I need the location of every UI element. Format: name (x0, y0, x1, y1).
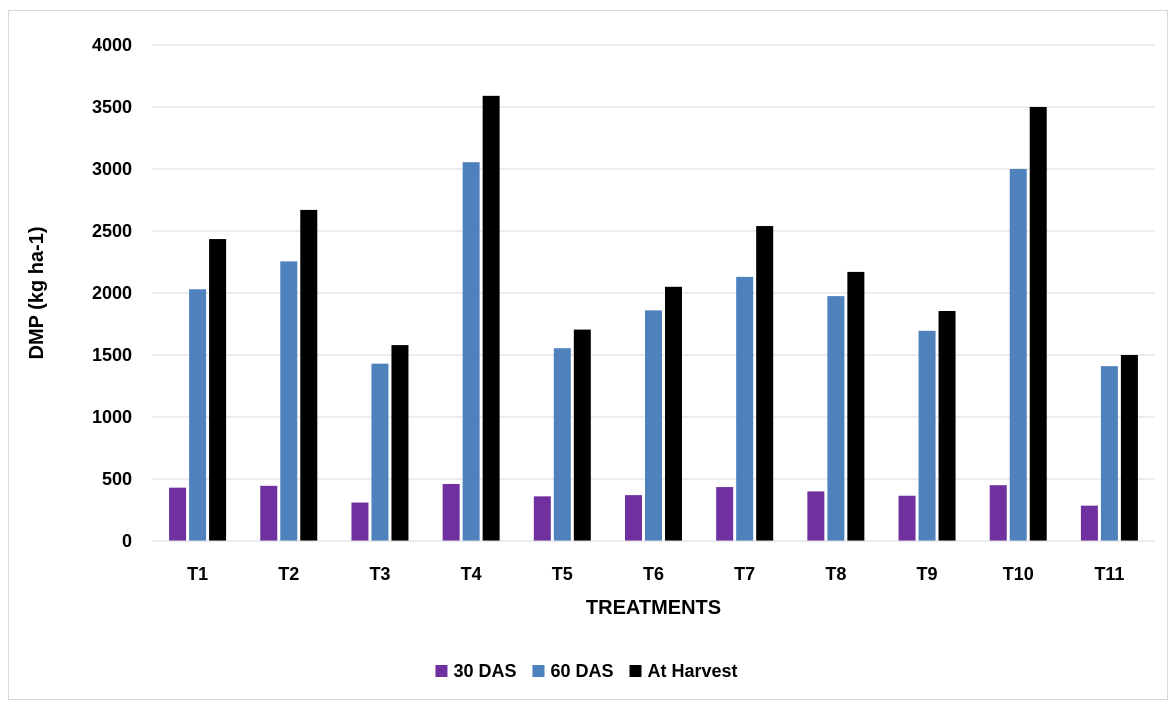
y-tick-label: 500 (102, 469, 132, 489)
bar-30-das-t7 (716, 487, 734, 541)
bar-60-das-t8 (827, 296, 845, 541)
bar-60-das-t2 (280, 261, 298, 541)
y-tick-label: 3500 (92, 97, 132, 117)
x-tick-label: T10 (1003, 564, 1034, 584)
bar-30-das-t4 (442, 483, 460, 541)
bar-30-das-t1 (169, 487, 187, 541)
y-tick-label: 2000 (92, 283, 132, 303)
x-tick-label: T7 (734, 564, 755, 584)
bar-at-harvest-t10 (1029, 107, 1047, 541)
bar-60-das-t7 (736, 276, 754, 541)
bar-at-harvest-t8 (847, 271, 865, 541)
x-tick-label: T6 (643, 564, 664, 584)
bar-at-harvest-t9 (938, 310, 956, 541)
x-tick-label: T1 (187, 564, 208, 584)
legend-swatch-at-harvest (629, 665, 642, 677)
legend: 30 DAS 60 DAS At Harvest (435, 661, 738, 681)
y-tick-label: 3000 (92, 159, 132, 179)
bar-at-harvest-t3 (391, 345, 409, 541)
bar-60-das-t11 (1100, 366, 1118, 541)
bar-30-das-t2 (260, 485, 278, 541)
bar-at-harvest-t7 (756, 226, 774, 542)
y-tick-label: 2500 (92, 221, 132, 241)
legend-label-30-das: 30 DAS (453, 661, 516, 681)
y-axis-title: DMP (kg ha-1) (26, 227, 48, 360)
gridlines (152, 44, 1155, 480)
x-axis-title: TREATMENTS (586, 597, 721, 619)
y-tick-label: 1000 (92, 407, 132, 427)
bar-at-harvest-t1 (209, 239, 227, 541)
bar-60-das-t5 (553, 348, 571, 541)
bar-30-das-t5 (533, 496, 551, 541)
bar-at-harvest-t6 (665, 286, 682, 541)
bar-60-das-t4 (462, 162, 480, 541)
bar-60-das-t10 (1009, 169, 1027, 541)
x-tick-label: T4 (461, 564, 482, 584)
bar-at-harvest-t5 (573, 329, 591, 541)
legend-label-at-harvest: At Harvest (648, 661, 738, 681)
legend-label-60-das: 60 DAS (550, 661, 613, 681)
bar-60-das-t1 (189, 289, 207, 541)
bar-60-das-t9 (918, 330, 936, 541)
y-tick-label: 4000 (92, 35, 132, 55)
bar-30-das-t10 (989, 485, 1007, 541)
bars (169, 95, 1138, 542)
y-tick-label: 0 (122, 531, 132, 551)
bar-30-das-t3 (351, 502, 369, 541)
bar-30-das-t9 (898, 495, 916, 541)
bar-at-harvest-t2 (300, 209, 318, 542)
bar-at-harvest-t4 (482, 95, 500, 541)
x-tick-label: T9 (917, 564, 938, 584)
x-axis-ticks: T1 T2 T3 T4 T5 T6 T7 T8 T9 T10 T11 (187, 564, 1124, 584)
bar-30-das-t6 (625, 495, 642, 541)
bar-30-das-t8 (807, 491, 825, 541)
legend-swatch-60-das (532, 665, 545, 677)
bar-30-das-t11 (1080, 505, 1098, 541)
x-tick-label: T11 (1094, 564, 1124, 584)
bar-60-das-t6 (645, 310, 662, 541)
legend-swatch-30-das (435, 665, 448, 677)
x-tick-label: T2 (278, 564, 299, 584)
x-tick-label: T5 (552, 564, 573, 584)
x-tick-label: T8 (825, 564, 846, 584)
bar-60-das-t3 (371, 363, 389, 541)
x-tick-label: T3 (369, 564, 390, 584)
bar-at-harvest-t11 (1120, 355, 1138, 541)
y-tick-label: 1500 (92, 345, 132, 365)
y-axis-ticks: 0 500 1000 1500 2000 2500 3000 3500 4000 (92, 35, 132, 551)
